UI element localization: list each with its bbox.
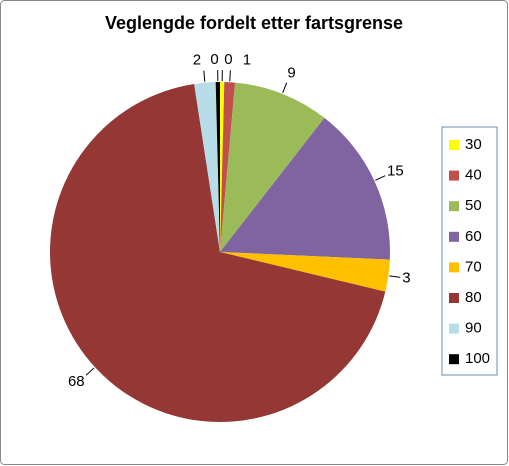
legend-swatch [449, 201, 459, 212]
pie-slice [220, 117, 390, 260]
legend-label: 80 [465, 289, 482, 306]
legend-box [441, 126, 498, 376]
legend-label: 70 [465, 258, 482, 275]
leader-line [282, 82, 288, 94]
legend-swatch [449, 231, 459, 242]
legend-swatch [449, 262, 459, 273]
legend-label: 60 [465, 228, 482, 245]
legend-label: 30 [465, 136, 482, 153]
legend-swatch [449, 140, 459, 150]
data-label: 0 [224, 51, 232, 68]
pie-slice [215, 82, 220, 252]
pie-slice [220, 82, 225, 252]
legend-label: 40 [465, 167, 482, 184]
legend-swatch [449, 170, 459, 181]
data-label: 2 [193, 52, 201, 69]
leader-line [203, 70, 206, 82]
pie-slice [194, 82, 220, 253]
pie-slice [220, 82, 236, 253]
pie-slice [50, 83, 386, 422]
data-label: 9 [287, 64, 295, 81]
legend-label: 90 [465, 320, 482, 337]
legend-swatch [449, 354, 459, 365]
leader-line [85, 367, 95, 376]
data-label: 15 [387, 163, 404, 180]
data-label: 3 [402, 270, 410, 287]
data-label: 1 [243, 51, 251, 68]
data-label: 68 [68, 373, 85, 390]
chart-title: Veglengde fordelt etter fartsgrense [105, 13, 403, 33]
legend-label: 50 [465, 197, 482, 214]
pie-slice [220, 82, 325, 252]
leader-line [375, 175, 386, 181]
leader-line [229, 70, 231, 82]
data-label: 0 [210, 51, 218, 68]
legend-label: 100 [465, 350, 490, 367]
leader-line [389, 275, 401, 278]
pie-slice [220, 252, 390, 292]
legend-swatch [449, 293, 459, 303]
legend-swatch [449, 323, 459, 334]
